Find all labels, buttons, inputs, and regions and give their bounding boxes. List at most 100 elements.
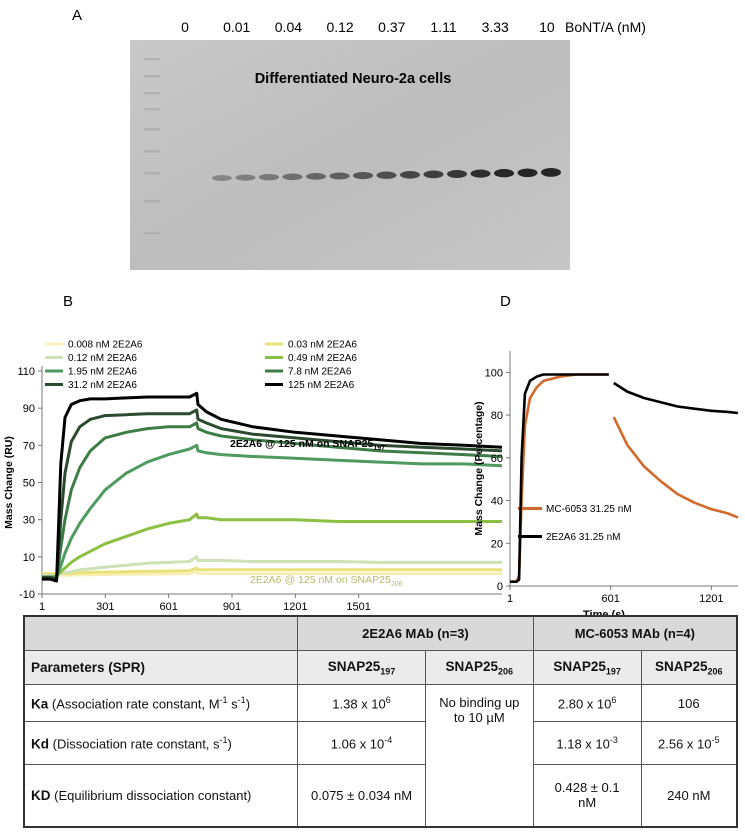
value-cell: 1.38 x 106 — [297, 684, 426, 722]
group-header: MC-6053 MAb (n=4) — [574, 626, 695, 641]
series-line — [42, 391, 503, 583]
param-desc: (Association rate constant, M — [51, 696, 220, 712]
cell-text: 2.80 x 10 — [557, 696, 612, 712]
header-cell: SNAP25197 — [532, 650, 642, 685]
y-tick-label: 90 — [23, 403, 35, 415]
ladder-band — [144, 128, 160, 131]
annotation-text: 2E2A6 @ 125 nM on SNAP25 — [250, 574, 391, 586]
annotation-subscript: 197 — [373, 445, 385, 452]
x-tick-label: 901 — [223, 601, 241, 613]
y-axis-label: Mass Change (Percentage) — [473, 401, 485, 535]
annotation: 2E2A6 @ 125 nM on SNAP25206 — [250, 574, 403, 588]
value-cell: 0.428 ± 0.1 nM — [532, 764, 642, 827]
header-row: 2E2A6 MAb (n=3) MC-6053 MAb (n=4) — [23, 615, 738, 651]
legend-label: 125 nM 2E2A6 — [288, 380, 355, 391]
lane-label: 1.11 — [430, 19, 456, 35]
header-row: Parameters (SPR) SNAP25197 SNAP25206 SNA… — [23, 650, 738, 685]
param-cell: Kd (Dissociation rate constant, s-1) — [23, 721, 299, 765]
value-cell: 2.80 x 106 — [532, 684, 642, 722]
y-tick-label: 70 — [23, 440, 35, 452]
ladder-band — [144, 150, 160, 153]
blot-band — [329, 172, 350, 180]
table-row: Kd (Dissociation rate constant, s-1) 1.0… — [23, 721, 738, 765]
lane-label: 0.37 — [378, 19, 405, 35]
header-cell: MC-6053 MAb (n=4) — [532, 615, 738, 651]
cell-text: 240 nM — [667, 787, 711, 803]
column-header: SNAP25 — [654, 658, 708, 674]
lane-label: 3.33 — [482, 19, 509, 35]
y-tick-label: 110 — [17, 366, 35, 378]
series-line — [42, 408, 503, 581]
superscript: -3 — [609, 734, 618, 745]
value-cell: 1.18 x 10-3 — [532, 721, 642, 765]
table-row: Ka (Association rate constant, M-1 s-1) … — [23, 684, 738, 827]
cell-text: 2.56 x 10 — [658, 736, 712, 752]
blot-band — [494, 169, 514, 178]
value-cell: 0.075 ± 0.034 nM — [297, 764, 426, 827]
series-line — [510, 373, 739, 583]
legend-label: 2E2A6 31.25 nM — [546, 532, 621, 543]
ladder-band — [144, 108, 160, 111]
header-cell: 2E2A6 MAb (n=3) — [297, 615, 534, 651]
x-tick-label: 1 — [39, 601, 45, 613]
blot-band — [306, 173, 326, 180]
legend-label: MC-6053 31.25 nM — [546, 504, 632, 515]
cell-text: 1.38 x 10 — [332, 696, 386, 712]
x-tick-label: 1 — [507, 593, 513, 605]
ladder-band — [144, 58, 160, 61]
y-axis-label: Mass Change (RU) — [3, 436, 15, 529]
ladder-band — [144, 172, 160, 175]
cell-text: 106 — [677, 695, 700, 711]
ladder-band — [144, 92, 160, 95]
value-cell: 1.06 x 10-4 — [297, 721, 426, 765]
x-tick-label: 601 — [601, 593, 619, 605]
y-tick-label: 80 — [491, 410, 503, 422]
cell-text: 1.06 x 10 — [330, 736, 385, 752]
panel-label: D — [500, 293, 511, 310]
series-line — [42, 570, 502, 577]
param-desc: s — [227, 696, 238, 712]
annotation-text: 2E2A6 @ 125 nM on SNAP25 — [230, 438, 373, 450]
blot-band — [423, 170, 444, 179]
blot-band — [541, 168, 561, 177]
blot-band — [259, 174, 279, 181]
y-tick-label: 60 — [491, 453, 503, 465]
table-row: KD (Equilibrium dissociation constant) 0… — [23, 764, 738, 827]
param-desc: (Equilibrium dissociation constant) — [54, 787, 252, 803]
param-desc: (Dissociation rate constant, s — [52, 736, 220, 752]
header-cell — [23, 615, 299, 651]
x-tick-label: 1201 — [699, 593, 723, 605]
series-line — [42, 512, 502, 579]
blot-band — [447, 170, 467, 178]
superscript: -1 — [219, 734, 228, 745]
value-cell: 2.56 x 10-5 — [640, 721, 738, 765]
blot-band — [376, 171, 397, 179]
param-desc: ) — [245, 696, 251, 712]
column-header: SNAP25 — [553, 658, 606, 674]
panel-label: A — [72, 7, 82, 24]
cell-text: No binding up to 10 µM — [439, 695, 520, 725]
series-line — [42, 555, 502, 577]
subscript: 206 — [707, 666, 723, 677]
lane-label: 0.12 — [326, 19, 353, 35]
cell-text: 1.18 x 10 — [556, 736, 610, 752]
legend-label: 31.2 nM 2E2A6 — [68, 380, 137, 391]
value-cell: 106 — [640, 684, 738, 722]
header-cell: Parameters (SPR) — [23, 650, 299, 685]
header-cell: SNAP25206 — [640, 650, 738, 685]
panel-label: B — [63, 293, 73, 310]
blot-band — [282, 173, 303, 181]
blot-unit-label: BoNT/A (nM) — [565, 19, 646, 35]
x-tick-label: 601 — [159, 601, 177, 613]
ladder-band — [144, 200, 160, 203]
cell-text: 0.428 ± 0.1 nM — [554, 780, 620, 811]
y-tick-label: -10 — [19, 589, 35, 601]
blot-band — [517, 168, 538, 178]
blot-band — [400, 171, 420, 179]
subscript: 206 — [498, 666, 514, 677]
superscript: -1 — [237, 694, 246, 705]
subscript: 197 — [605, 666, 621, 677]
superscript: 6 — [385, 694, 391, 705]
